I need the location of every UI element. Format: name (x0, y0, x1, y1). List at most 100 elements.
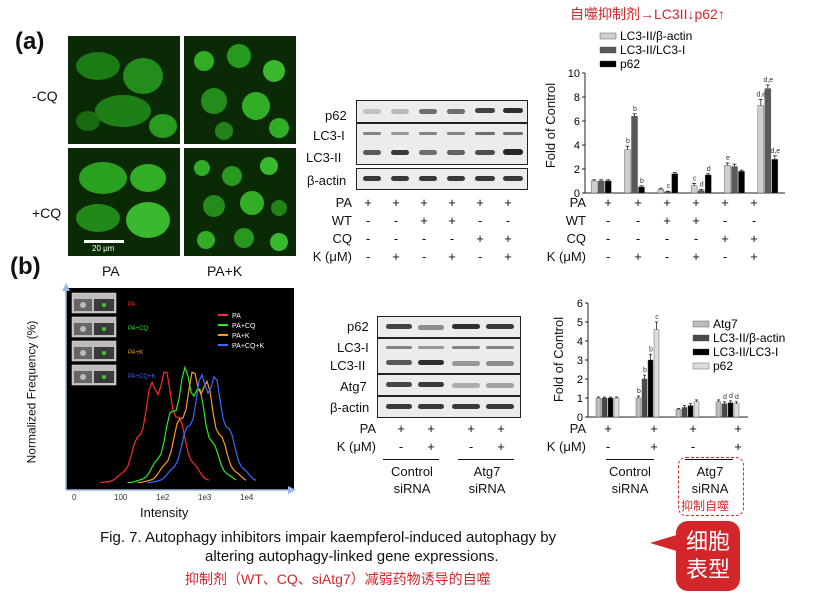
flow-thumbnail-cell (102, 351, 106, 355)
bar (597, 180, 605, 194)
flow-curve (127, 365, 237, 484)
condition-sign: + (397, 421, 405, 436)
condition-label: K (μM) (546, 439, 586, 454)
flow-thumbnail-label: PA (128, 302, 136, 308)
flow-thumbnail-cell (80, 326, 86, 332)
bar (764, 88, 772, 194)
micrograph-pak-plus-cq (184, 148, 296, 256)
bar (693, 401, 700, 418)
legend-swatch (692, 348, 710, 356)
flow-legend-label: PA+K (232, 333, 250, 340)
flow-legend-label: PA+CQ (232, 323, 256, 330)
bar (613, 397, 620, 418)
y-tick-label: 8 (574, 92, 580, 104)
legend-swatch (692, 320, 710, 328)
condition-sign: - (393, 231, 399, 246)
condition-sign: - (449, 231, 455, 246)
condition-label: PA (569, 195, 586, 210)
condition-sign: - (690, 439, 696, 454)
condition-label: CQ (566, 231, 587, 246)
sig-letter: d (723, 394, 727, 401)
condition-sign: + (634, 249, 642, 264)
flow-thumbnail-cell (80, 374, 86, 380)
condition-sign: - (635, 231, 641, 246)
bar (724, 165, 731, 194)
flow-tick-label: 1e3 (198, 493, 212, 502)
y-tick-label: 4 (574, 140, 580, 152)
caption-line-1: Fig. 7. Autophagy inhibitors impair kaem… (100, 529, 557, 546)
blot-b-label-lc3ii: LC3-II (330, 358, 366, 373)
condition-sign: + (392, 195, 400, 210)
sig-letter: d (735, 394, 739, 401)
condition-sign: + (504, 231, 512, 246)
chart-b-group-note: 抑制自噬 (681, 499, 730, 513)
condition-sign: - (365, 231, 371, 246)
condition-sign: - (421, 249, 427, 264)
row-label-minus-cq: -CQ (32, 88, 58, 104)
condition-sign: + (734, 421, 742, 436)
condition-label: PA (569, 421, 586, 436)
condition-label: PA (359, 421, 376, 436)
bar (738, 171, 745, 194)
flow-x-arrow (288, 486, 296, 494)
caption-line-2: altering autophagy-linked gene expressio… (205, 548, 499, 565)
condition-sign: - (398, 439, 404, 454)
chart-a: 0246810bbbccdded,ed,ed,eLC3-II/β-actinLC… (568, 29, 785, 200)
legend-label: LC3-II/β-actin (713, 331, 785, 345)
blot-b-bactin (377, 396, 521, 418)
condition-sign: - (605, 231, 611, 246)
legend-label: Atg7 (713, 317, 738, 331)
bar (631, 115, 638, 194)
flow-thumbnail-cell (102, 375, 106, 379)
legend-label: LC3-II/β-actin (620, 29, 692, 43)
sig-letter: c (667, 183, 671, 190)
sig-letter: b (640, 178, 644, 185)
flow-tick-label: 100 (114, 493, 128, 502)
condition-sign: - (664, 249, 670, 264)
condition-sign: + (427, 439, 435, 454)
bar (733, 403, 740, 418)
micrograph-pak-minus-cq (184, 36, 296, 144)
flow-ylabel: Normalized Frequency (%) (24, 320, 39, 464)
flow-thumbnail-cell (102, 327, 106, 331)
flow-thumbnail-label: PA+CQ+K (128, 374, 156, 380)
condition-sign: + (392, 249, 400, 264)
bar (657, 189, 665, 194)
y-tick-label: 0 (577, 412, 583, 424)
sig-letter: d,e (763, 77, 773, 84)
flow-cytometry-histogram: 0 100 1e2 1e3 1e4 PA PA+CQ PA+K PA+CQ+K PA PA+CQ PA… (62, 283, 296, 502)
flow-legend-label: PA (232, 313, 241, 320)
chart-b-group-line-2 (685, 459, 733, 460)
bar (675, 409, 682, 418)
panel-a-label: (a) (15, 28, 45, 55)
blot-b-label-lc3i: LC3-I (337, 340, 369, 355)
condition-sign: + (497, 421, 505, 436)
condition-sign: + (634, 195, 642, 210)
bar (715, 401, 722, 418)
flow-thumbnail-cell (102, 303, 106, 307)
scale-bar-label: 20 μm (92, 244, 115, 253)
blot-b-group-control: Control siRNA (391, 464, 433, 496)
sig-letter: d (729, 393, 733, 400)
flow-legend-label: PA+CQ+K (232, 343, 264, 350)
blot-a-label-bactin: β-actin (307, 173, 347, 188)
bar (681, 407, 688, 418)
flow-curve (100, 371, 210, 484)
condition-sign: - (693, 231, 699, 246)
condition-sign: - (365, 249, 371, 264)
condition-sign: + (692, 195, 700, 210)
sig-letter: b (649, 346, 653, 353)
bar (687, 405, 694, 418)
chart-b-group-line-1 (606, 459, 654, 460)
y-tick-label: 3 (577, 355, 583, 367)
chart-a-ylabel: Fold of Control (543, 82, 559, 169)
blot-a-lc3 (356, 123, 528, 165)
condition-sign: + (476, 231, 484, 246)
bar (697, 190, 705, 194)
bar (590, 180, 598, 194)
bar (690, 185, 698, 194)
col-label-pak: PA+K (207, 263, 243, 279)
condition-sign: + (721, 195, 729, 210)
condition-sign: - (605, 439, 611, 454)
blot-a-p62 (356, 100, 528, 123)
